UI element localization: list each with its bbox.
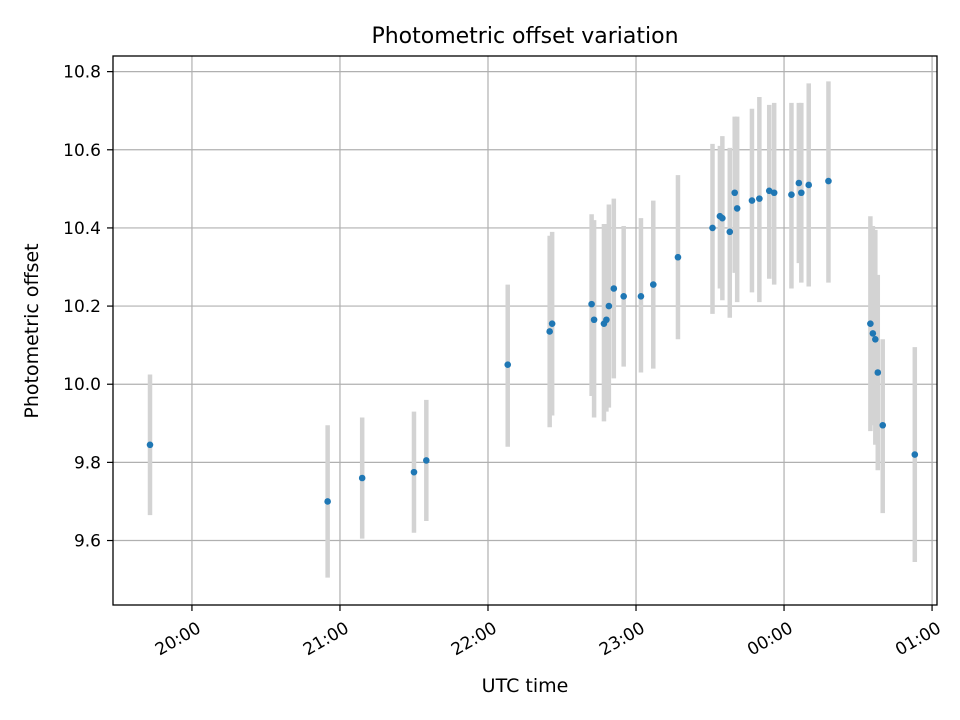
data-point <box>770 189 778 197</box>
data-point <box>605 302 613 310</box>
data-point <box>756 195 763 202</box>
y-tick-label: 10.8 <box>63 63 101 83</box>
data-point <box>423 457 430 464</box>
y-tick-label: 10.2 <box>63 297 101 317</box>
data-point <box>603 316 610 324</box>
data-points <box>146 177 919 505</box>
y-tick-label: 10.4 <box>63 219 101 239</box>
grid <box>113 56 937 605</box>
data-point <box>358 474 366 482</box>
y-tick-label: 10.6 <box>63 141 101 161</box>
data-point <box>649 281 657 288</box>
data-point <box>146 441 154 449</box>
data-point <box>874 369 882 376</box>
chart-title: Photometric offset variation <box>371 24 678 49</box>
data-point <box>748 197 756 204</box>
data-point <box>726 228 734 236</box>
data-point <box>410 468 418 476</box>
data-point <box>805 181 813 189</box>
y-axis-label: Photometric offset <box>21 243 43 418</box>
data-point <box>674 253 682 261</box>
data-point <box>588 300 595 308</box>
x-axis-label: UTC time <box>482 675 569 697</box>
data-point <box>709 224 716 232</box>
data-point <box>867 320 874 327</box>
data-point <box>798 189 805 197</box>
data-point <box>788 191 795 199</box>
y-tick-label: 9.8 <box>74 453 101 473</box>
data-point <box>872 335 879 343</box>
data-point <box>731 189 739 197</box>
data-point <box>590 316 598 324</box>
data-point <box>795 179 803 187</box>
data-point <box>879 421 887 429</box>
plot-frame <box>112 55 938 606</box>
data-point <box>719 214 726 222</box>
data-point <box>324 498 331 505</box>
data-point <box>548 320 556 327</box>
data-point <box>733 205 741 212</box>
y-tick-label: 9.6 <box>74 532 101 552</box>
data-point <box>637 293 645 300</box>
data-point <box>610 285 618 292</box>
data-point <box>911 451 919 458</box>
data-point <box>869 330 877 337</box>
data-point <box>504 361 512 368</box>
data-point <box>825 177 832 185</box>
y-tick-label: 10.0 <box>63 375 101 395</box>
data-point <box>546 328 553 335</box>
y-axis: 9.6 9.8 10.0 10.2 10.4 10.6 10.8 <box>63 63 113 552</box>
data-point <box>620 293 627 300</box>
